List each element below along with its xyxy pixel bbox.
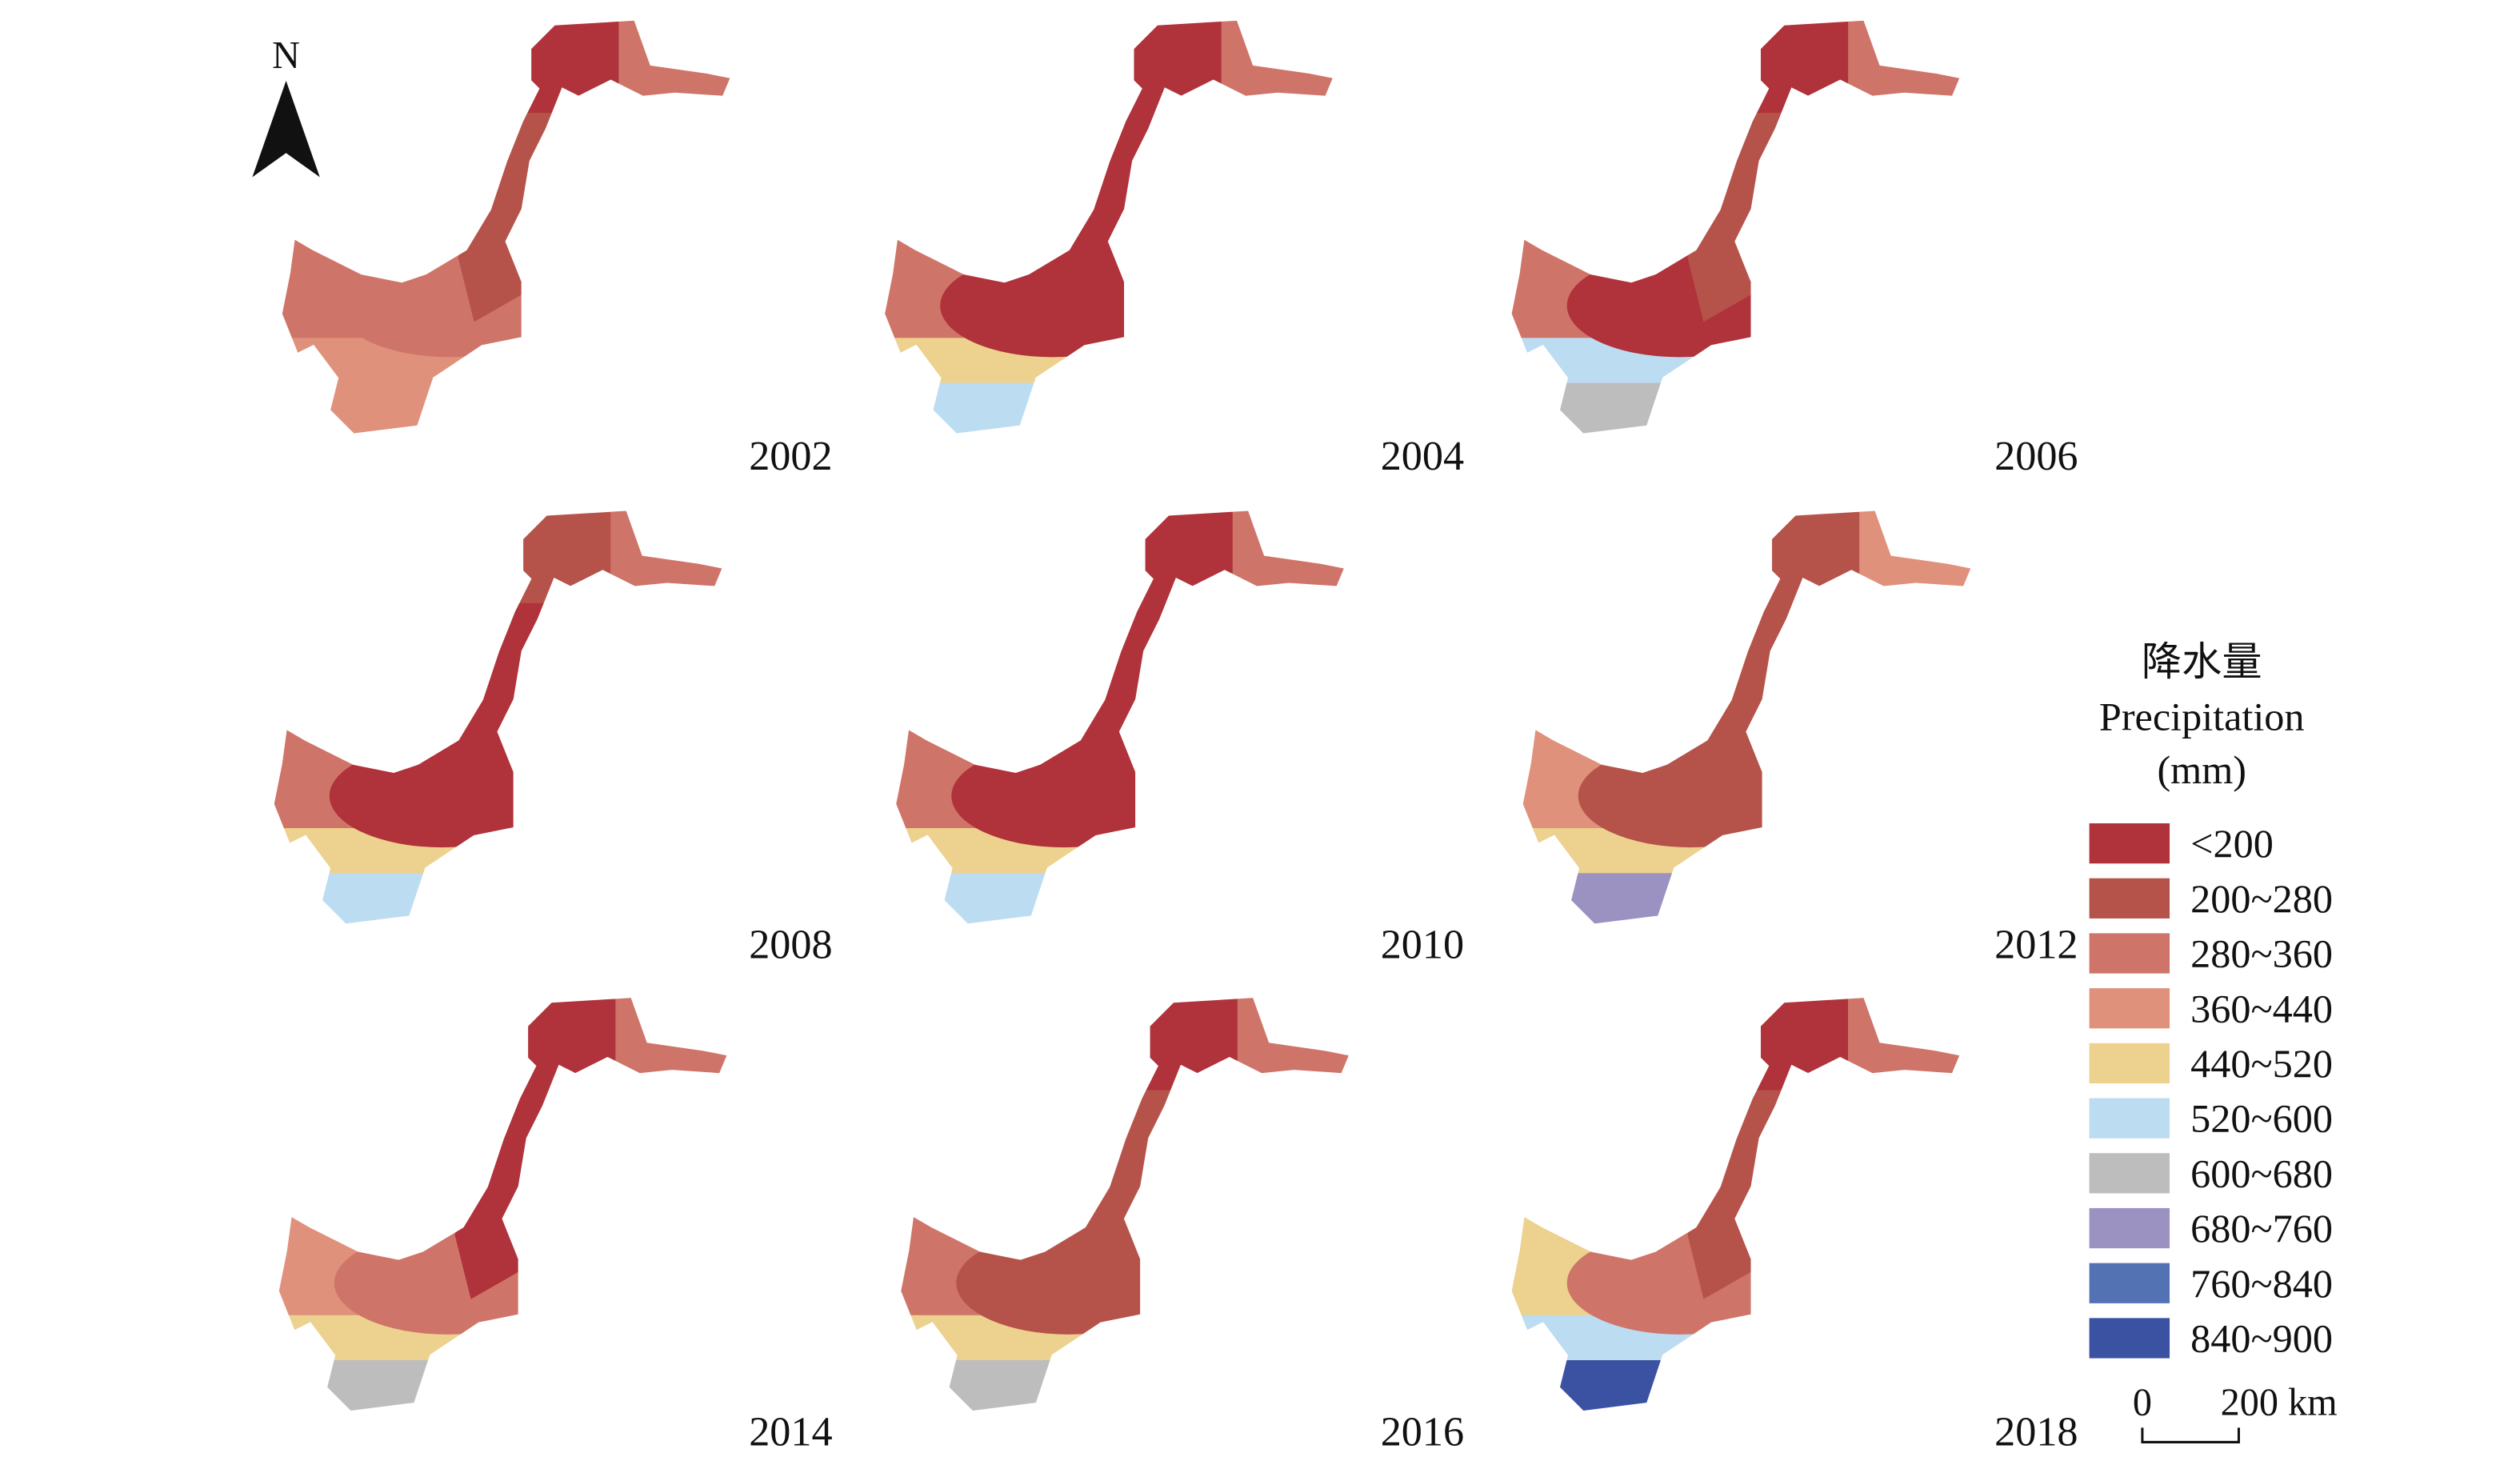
zone: [1125, 19, 1222, 114]
legend-label: 600~680: [2190, 1151, 2333, 1195]
zone: [518, 996, 616, 1091]
legend-label: 680~760: [2190, 1206, 2333, 1251]
legend-title: 降水量: [2142, 639, 2262, 684]
legend-label: 200~280: [2190, 876, 2333, 921]
year-label: 2004: [1381, 433, 1464, 479]
zone: [900, 1359, 1350, 1412]
zone: [1237, 996, 1350, 1091]
zone: [894, 873, 1346, 925]
map-zones: [278, 996, 729, 1412]
year-label: 2014: [749, 1408, 832, 1455]
map-panels: [272, 18, 1974, 1413]
map-zones: [900, 996, 1350, 1412]
legend-title: Precipitation: [2099, 694, 2305, 739]
legend-swatch: [2089, 878, 2170, 919]
map-zones: [1510, 19, 1961, 434]
zone: [278, 1359, 729, 1412]
legend-swatch: [2089, 1318, 2170, 1359]
legend-label: 440~520: [2190, 1041, 2333, 1086]
zone: [1578, 744, 1804, 848]
legend-swatch: [2089, 823, 2170, 864]
zone: [329, 744, 555, 848]
year-label: 2006: [1994, 433, 2078, 479]
legend-swatch: [2089, 1263, 2170, 1303]
scale-end: 200 km: [2221, 1381, 2338, 1423]
legend-label: 840~900: [2190, 1316, 2333, 1361]
map-zones: [273, 510, 724, 925]
zone: [1751, 19, 1849, 114]
zone: [1566, 1231, 1792, 1335]
zone: [1522, 873, 1972, 925]
legend-swatch: [2089, 1153, 2170, 1194]
map-panel: [1510, 18, 1962, 436]
zone: [956, 1231, 1182, 1335]
legend-label: 360~440: [2190, 986, 2333, 1031]
map-zones: [883, 19, 1334, 434]
map-panel: [1510, 995, 1962, 1413]
zone: [1510, 1359, 1961, 1412]
map-panel: [894, 509, 1346, 926]
map-zones: [894, 510, 1346, 925]
map-panel: [882, 18, 1335, 436]
legend-label: 760~840: [2190, 1261, 2333, 1306]
zone: [1510, 382, 1961, 434]
year-label: 2016: [1381, 1408, 1464, 1455]
legend-swatch: [2089, 1043, 2170, 1084]
map-zones: [281, 19, 732, 434]
zone: [1221, 19, 1334, 114]
legend-label: 280~360: [2190, 931, 2333, 976]
zone: [1141, 996, 1238, 1091]
map-panel: [898, 995, 1351, 1413]
map-zones: [1510, 996, 1961, 1412]
zone: [610, 510, 724, 603]
zone: [1762, 510, 1860, 603]
legend-swatch: [2089, 988, 2170, 1029]
north-label: N: [272, 34, 300, 77]
year-label: 2010: [1381, 922, 1464, 968]
zone: [1848, 19, 1961, 114]
year-label: 2018: [1994, 1408, 2078, 1455]
zone: [618, 19, 732, 114]
legend-swatch: [2089, 1098, 2170, 1139]
scale-start: 0: [2133, 1381, 2152, 1423]
zone: [522, 19, 619, 114]
zone: [1848, 996, 1961, 1091]
year-label: 2008: [749, 922, 832, 968]
zone: [1566, 254, 1792, 358]
zone: [273, 873, 724, 925]
scale-bar: [2141, 1427, 2240, 1443]
map-panel: [280, 18, 733, 436]
legend-title: (mm): [2157, 747, 2246, 792]
zone: [951, 744, 1177, 848]
year-label: 2002: [749, 433, 832, 479]
legend-label: <200: [2190, 821, 2274, 866]
zone: [1859, 510, 1972, 603]
map-panel: [277, 995, 730, 1413]
legend-label: 520~600: [2190, 1096, 2333, 1141]
zone: [615, 996, 729, 1091]
zone: [883, 382, 1334, 434]
legend-swatch: [2089, 1207, 2170, 1249]
zone: [337, 254, 563, 358]
zone: [1136, 510, 1233, 603]
map-panel: [1521, 509, 1974, 926]
legend: 降水量 Precipitation (mm) <200 200~280 280~36…: [2089, 639, 2333, 1361]
zone: [940, 254, 1166, 358]
zone: [281, 382, 732, 434]
zone: [1751, 996, 1849, 1091]
map-zones: [1522, 510, 1972, 925]
map-panel: [272, 509, 725, 926]
legend-swatch: [2089, 933, 2170, 974]
zone: [514, 510, 611, 603]
year-label: 2012: [1994, 922, 2078, 968]
north-arrow: [252, 80, 320, 178]
zone: [1232, 510, 1346, 603]
zone: [334, 1231, 560, 1335]
